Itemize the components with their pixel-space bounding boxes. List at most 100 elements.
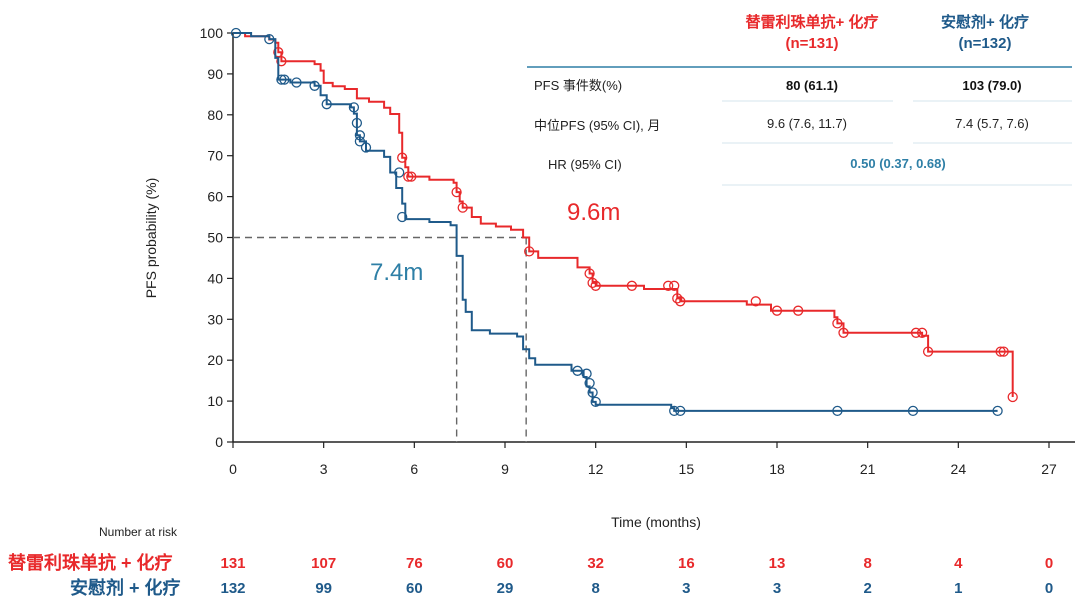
risk-count: 60 bbox=[497, 555, 514, 572]
row-median-arm-a: 9.6 (7.6, 11.7) bbox=[767, 116, 847, 131]
censor-mark bbox=[907, 405, 919, 417]
x-tick-label: 12 bbox=[588, 461, 604, 477]
censor-mark bbox=[910, 327, 922, 338]
censor-mark bbox=[276, 56, 287, 67]
x-tick-label: 21 bbox=[860, 461, 876, 477]
censor-mark bbox=[587, 387, 598, 398]
x-tick-label: 15 bbox=[679, 461, 695, 477]
km-curve-line bbox=[233, 32, 998, 412]
x-tick-label: 6 bbox=[410, 461, 418, 477]
risk-count: 16 bbox=[678, 555, 695, 572]
x-tick-label: 3 bbox=[320, 461, 328, 477]
y-tick-label: 10 bbox=[207, 393, 223, 409]
header-arm-b: 安慰剂+ 化疗 bbox=[941, 13, 1029, 31]
censor-mark bbox=[832, 318, 843, 329]
censor-mark bbox=[916, 327, 928, 338]
censor-mark bbox=[675, 296, 686, 307]
header-arm-b-n: (n=132) bbox=[959, 35, 1012, 52]
risk-count: 0 bbox=[1045, 555, 1053, 572]
censor-mark bbox=[663, 280, 674, 291]
risk-arm-a-label: 替雷利珠单抗 + 化疗 bbox=[8, 552, 173, 573]
censor-mark bbox=[771, 305, 783, 316]
risk-count: 60 bbox=[406, 580, 423, 597]
censor-mark bbox=[675, 405, 686, 417]
censor-mark bbox=[832, 405, 843, 417]
censor-mark bbox=[354, 130, 366, 141]
risk-count: 32 bbox=[587, 555, 604, 572]
censor-mark bbox=[584, 268, 595, 279]
risk-count: 8 bbox=[591, 580, 599, 597]
risk-count: 131 bbox=[220, 555, 245, 572]
y-tick-label: 100 bbox=[200, 25, 224, 41]
censor-mark bbox=[1007, 391, 1018, 403]
censor-mark bbox=[626, 280, 638, 291]
censor-mark bbox=[451, 186, 462, 198]
censor-mark bbox=[922, 346, 934, 357]
censor-mark bbox=[581, 368, 592, 379]
risk-count: 107 bbox=[311, 555, 336, 572]
risk-count: 76 bbox=[406, 555, 423, 572]
median-reference-lines bbox=[233, 236, 527, 442]
risk-count: 29 bbox=[497, 580, 514, 597]
censor-mark bbox=[264, 33, 275, 45]
risk-row-arm-b: 132 99 60 29 8 3 3 2 1 0 bbox=[220, 580, 1053, 597]
censor-mark bbox=[524, 246, 535, 257]
censor-mark bbox=[403, 171, 414, 182]
risk-arm-b-label: 安慰剂 + 化疗 bbox=[70, 577, 181, 598]
censor-mark bbox=[590, 280, 601, 291]
row-hr-label: HR (95% CI) bbox=[548, 157, 622, 172]
censor-mark bbox=[992, 405, 1003, 417]
risk-count: 13 bbox=[769, 555, 786, 572]
risk-count: 3 bbox=[773, 580, 781, 597]
y-axis-title: PFS probability (%) bbox=[143, 178, 159, 299]
summary-table: 替雷利珠单抗+ 化疗 (n=131) 安慰剂+ 化疗 (n=132) PFS 事… bbox=[527, 13, 1072, 186]
row-hr-value: 0.50 (0.37, 0.68) bbox=[850, 156, 945, 171]
series-arm-a bbox=[233, 32, 1018, 403]
y-tick-label: 60 bbox=[207, 189, 223, 205]
censor-mark bbox=[669, 405, 680, 417]
censor-mark bbox=[672, 293, 683, 304]
censor-mark bbox=[838, 327, 849, 338]
censor-mark bbox=[587, 277, 598, 289]
risk-count: 0 bbox=[1045, 580, 1053, 597]
censor-mark bbox=[354, 136, 366, 147]
censor-mark bbox=[998, 346, 1009, 357]
risk-count: 132 bbox=[220, 580, 245, 597]
y-tick-label: 70 bbox=[207, 148, 223, 164]
censor-mark bbox=[995, 346, 1006, 357]
row-median-label: 中位PFS (95% CI), 月 bbox=[534, 118, 660, 133]
x-tick-label: 9 bbox=[501, 461, 509, 477]
censor-mark bbox=[584, 377, 595, 389]
censor-mark bbox=[360, 142, 372, 153]
risk-count: 4 bbox=[954, 555, 963, 572]
risk-title: Number at risk bbox=[99, 525, 178, 539]
censor-mark bbox=[394, 167, 405, 178]
y-tick-label: 40 bbox=[207, 270, 223, 286]
row-events-arm-a: 80 (61.1) bbox=[786, 78, 838, 93]
x-tick-label: 27 bbox=[1041, 461, 1057, 477]
censor-mark bbox=[397, 211, 408, 223]
km-curve-line bbox=[233, 32, 1014, 397]
censor-mark bbox=[406, 171, 417, 182]
risk-count: 8 bbox=[863, 555, 871, 572]
y-tick-label: 30 bbox=[207, 311, 223, 327]
censor-mark bbox=[590, 396, 601, 408]
censor-mark bbox=[273, 47, 284, 58]
risk-count: 99 bbox=[315, 580, 332, 597]
x-axis-ticks: 0 3 6 9 12 15 18 21 24 27 bbox=[229, 442, 1057, 477]
x-axis-title: Time (months) bbox=[611, 514, 701, 530]
censor-mark bbox=[397, 152, 408, 163]
y-tick-label: 80 bbox=[207, 107, 223, 123]
censor-mark bbox=[309, 80, 320, 91]
risk-count: 1 bbox=[954, 580, 962, 597]
series-arm-b bbox=[230, 27, 1003, 417]
risk-row-arm-a: 131 107 76 60 32 16 13 8 4 0 bbox=[220, 555, 1053, 572]
censor-mark bbox=[291, 77, 302, 88]
x-tick-label: 18 bbox=[769, 461, 785, 477]
risk-count: 3 bbox=[682, 580, 690, 597]
risk-count: 2 bbox=[863, 580, 871, 597]
censor-mark bbox=[572, 365, 583, 376]
y-axis-ticks: 0 10 20 30 40 50 60 70 80 90 100 bbox=[200, 25, 233, 450]
row-median-arm-b: 7.4 (5.7, 7.6) bbox=[955, 116, 1029, 131]
x-tick-label: 0 bbox=[229, 461, 237, 477]
